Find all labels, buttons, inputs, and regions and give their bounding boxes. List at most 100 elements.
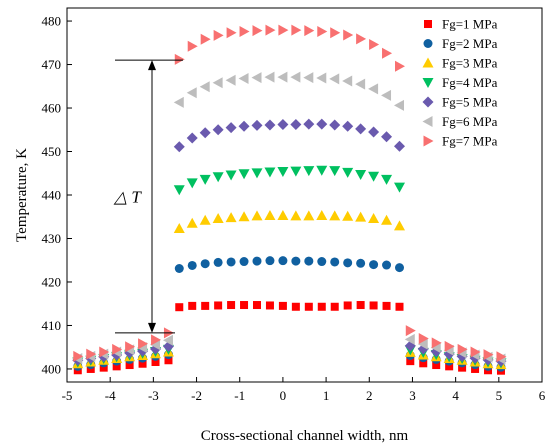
data-point <box>355 123 367 135</box>
data-point <box>252 256 262 266</box>
arrow-up-icon <box>148 60 156 71</box>
data-point <box>150 339 161 351</box>
data-point <box>342 75 353 87</box>
data-point <box>368 126 380 138</box>
data-point <box>329 166 341 177</box>
data-point <box>432 361 441 370</box>
data-point <box>356 301 365 310</box>
data-point <box>277 71 288 83</box>
data-point <box>355 78 366 90</box>
data-point <box>394 220 405 231</box>
data-point <box>290 166 302 177</box>
data-point <box>226 27 237 39</box>
data-point <box>125 361 134 370</box>
data-point <box>186 217 198 228</box>
data-point <box>404 333 415 345</box>
legend-label: Fg=4 MPa <box>442 75 498 90</box>
axis-ticks: -5 -4 -3 -2 -1 0 1 2 3 4 5 6 400 410 420 430 440 450 460 47… <box>42 14 546 403</box>
data-point <box>329 210 341 221</box>
data-point <box>330 27 341 39</box>
data-point <box>199 214 211 225</box>
data-point <box>151 357 160 366</box>
data-point <box>212 77 223 89</box>
data-point <box>186 87 197 99</box>
data-point <box>316 209 328 220</box>
data-point <box>382 47 393 59</box>
arrow-down-icon <box>148 322 156 333</box>
data-point <box>164 356 173 365</box>
legend-marker <box>423 39 433 48</box>
x-axis-label: Cross-sectional channel width, nm <box>201 428 409 444</box>
data-point <box>213 257 223 267</box>
data-point <box>316 72 327 84</box>
data-point <box>291 256 301 266</box>
legend-marker <box>422 57 434 68</box>
data-point <box>199 127 211 139</box>
data-point <box>73 350 84 362</box>
data-point <box>239 257 249 267</box>
data-point <box>174 53 185 65</box>
data-point <box>329 73 340 85</box>
data-point <box>99 346 110 358</box>
data-point <box>382 301 391 310</box>
series-fg-5 <box>72 118 507 367</box>
y-tick-label: 410 <box>42 318 62 333</box>
data-point <box>186 178 198 189</box>
data-point <box>188 301 197 310</box>
y-axis-label: Temperature, K <box>14 148 30 242</box>
data-point <box>394 182 405 193</box>
delta-t-label: △ T <box>113 188 142 207</box>
data-point <box>265 301 274 310</box>
y-tick-label: 420 <box>42 274 62 289</box>
data-point <box>343 301 352 310</box>
legend-marker <box>422 96 434 108</box>
data-point <box>394 140 405 152</box>
data-point <box>317 257 327 267</box>
data-point <box>240 301 249 310</box>
x-tick-label: 2 <box>366 388 373 403</box>
data-point <box>417 338 428 350</box>
data-point <box>444 340 455 352</box>
data-point <box>445 362 454 371</box>
data-point <box>162 334 173 346</box>
data-point <box>251 210 263 221</box>
data-point <box>238 211 250 222</box>
x-tick-label: 1 <box>323 388 330 403</box>
data-point <box>329 119 341 131</box>
data-point <box>227 301 236 310</box>
legend-label: Fg=3 MPa <box>442 56 498 71</box>
data-point <box>212 172 224 183</box>
data-point <box>369 301 378 310</box>
data-point <box>343 29 354 41</box>
data-point <box>264 119 276 131</box>
data-point <box>173 141 185 153</box>
data-point <box>369 260 379 270</box>
data-point <box>238 72 249 84</box>
data-point <box>419 359 428 368</box>
series-fg-1 <box>73 301 505 375</box>
series-fg-7 <box>73 24 507 363</box>
data-point <box>86 348 97 360</box>
data-point <box>238 120 250 132</box>
legend-marker <box>423 135 434 147</box>
legend-label: Fg=6 MPa <box>442 114 498 129</box>
data-point <box>265 256 275 266</box>
legend-label: Fg=7 MPa <box>442 134 498 149</box>
data-point <box>213 29 224 41</box>
data-point <box>225 74 236 86</box>
data-point <box>173 185 185 196</box>
data-point <box>343 258 353 268</box>
data-point <box>277 119 289 131</box>
data-point <box>368 212 380 223</box>
data-point <box>277 209 289 220</box>
x-tick-label: -3 <box>148 388 159 403</box>
data-point <box>290 119 302 131</box>
legend-marker <box>422 116 433 127</box>
data-point <box>342 167 354 178</box>
data-point <box>355 170 367 181</box>
y-tick-label: 460 <box>42 101 62 116</box>
data-point <box>264 209 276 220</box>
data-point <box>201 301 210 310</box>
series-fg-6 <box>72 71 506 365</box>
